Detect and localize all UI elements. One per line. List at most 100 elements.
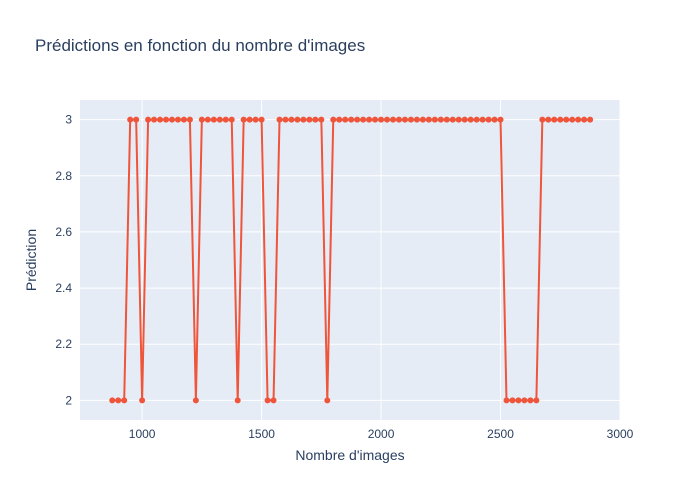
data-point [575,116,582,123]
x-tick-label: 2000 [368,427,395,441]
data-point [401,116,408,123]
data-point [121,397,128,404]
data-point [557,116,564,123]
data-point [545,116,552,123]
data-point [342,116,349,123]
data-point [479,116,486,123]
y-tick-label: 2.4 [55,281,72,295]
data-point [384,116,391,123]
data-point [515,397,522,404]
y-axis-title: Prédiction [23,229,39,291]
data-point [234,397,241,404]
data-point [139,397,146,404]
y-tick-label: 2.8 [55,169,72,183]
x-tick-label: 1000 [129,427,156,441]
data-point [145,116,152,123]
data-point [467,116,474,123]
data-point [276,116,283,123]
data-point [300,116,307,123]
data-point [473,116,480,123]
data-point [174,116,181,123]
data-point [551,116,558,123]
data-point [222,116,229,123]
data-point [163,116,170,123]
data-point [378,116,385,123]
data-point [127,116,134,123]
data-point [360,116,367,123]
data-point [198,116,205,123]
data-point [437,116,444,123]
data-point [497,116,504,123]
data-point [258,116,265,123]
data-point [133,116,140,123]
data-point [407,116,414,123]
data-point [431,116,438,123]
data-point [282,116,289,123]
x-tick-label: 1500 [248,427,275,441]
data-point [210,116,217,123]
data-point [425,116,432,123]
data-point [115,397,122,404]
data-point [366,116,373,123]
data-point [521,397,528,404]
data-point [240,116,247,123]
data-point [306,116,313,123]
data-point [372,116,379,123]
data-point [151,116,158,123]
data-point [216,116,223,123]
data-point [354,116,361,123]
x-axis-title: Nombre d'images [295,447,404,463]
data-point [413,116,420,123]
data-point [324,397,331,404]
y-tick-label: 3 [65,113,72,127]
y-tick-label: 2.2 [55,337,72,351]
data-point [569,116,576,123]
data-point [312,116,319,123]
data-point [485,116,492,123]
data-point [563,116,570,123]
data-point [192,397,199,404]
data-point [509,397,516,404]
data-point [270,397,277,404]
data-point [539,116,546,123]
data-point [461,116,468,123]
x-tick-label: 2500 [487,427,514,441]
data-point [587,116,594,123]
x-tick-label: 3000 [607,427,634,441]
data-point [204,116,211,123]
data-point [157,116,164,123]
data-point [180,116,187,123]
data-point [395,116,402,123]
chart-title: Prédictions en fonction du nombre d'imag… [35,36,365,55]
y-tick-labels: 2 2.2 2.4 2.6 2.8 3 [55,113,72,408]
data-point [264,397,271,404]
plot-area [80,100,620,420]
data-point [491,116,498,123]
data-point [503,397,510,404]
data-point [246,116,253,123]
data-point [527,397,534,404]
data-point [336,116,343,123]
y-tick-label: 2 [65,393,72,407]
data-point [581,116,588,123]
data-point [390,116,397,123]
data-point [443,116,450,123]
data-point [168,116,175,123]
y-tick-label: 2.6 [55,225,72,239]
data-point [288,116,295,123]
series-layer [109,116,594,404]
data-point [294,116,301,123]
data-point [186,116,193,123]
data-point [318,116,325,123]
data-point [228,116,235,123]
data-point [252,116,259,123]
data-point [419,116,426,123]
x-tick-labels: 1000 1500 2000 2500 3000 [129,427,634,441]
data-point [109,397,116,404]
data-point [533,397,540,404]
data-point [449,116,456,123]
data-point [330,116,337,123]
data-point [348,116,355,123]
data-point [455,116,462,123]
